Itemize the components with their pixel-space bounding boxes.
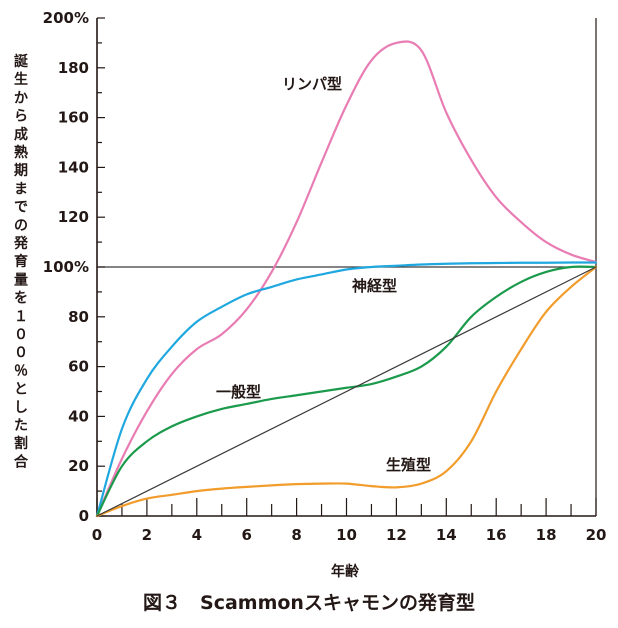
y-axis-title-char: を (14, 291, 28, 307)
series-label-neural: 神経型 (352, 277, 397, 295)
y-axis-title-char: 量 (14, 272, 28, 288)
y-axis-title-char: 生 (14, 71, 28, 88)
y-tick-label: 0 (79, 507, 89, 525)
y-tick-label: 160 (58, 109, 89, 127)
y-axis-title-char: で (14, 200, 28, 216)
x-axis-title: 年齢 (331, 563, 360, 580)
y-tick-label: 40 (68, 407, 89, 425)
x-tick-label: 0 (92, 526, 102, 544)
y-axis-title-char: の (14, 218, 28, 234)
x-tick-label: 20 (586, 526, 607, 544)
y-axis-title-char: と (14, 382, 28, 398)
y-tick-label: 180 (58, 59, 89, 77)
series-line-general (95, 265, 598, 518)
x-tick-label: 8 (291, 526, 301, 544)
x-tick-label: 16 (486, 526, 507, 544)
y-axis-title-char: 発 (13, 235, 29, 252)
y-axis-title-char: 熟 (14, 144, 28, 161)
y-axis-title-char: 育 (14, 253, 28, 270)
y-axis-title-char: ０ (14, 327, 28, 343)
y-axis-title-char: た (14, 418, 28, 434)
y-axis-title-char: 誕 (14, 53, 28, 70)
series-lines (95, 40, 598, 518)
y-tick-label: 140 (58, 158, 89, 176)
y-axis-title-char: し (14, 400, 28, 416)
y-tick-label: 60 (68, 358, 89, 376)
y-tick-label: 20 (68, 457, 89, 475)
axes: 0 20 40 60 80 100% 120 140 160 180 200% 0 2 4 6 8 10 12 14… (43, 9, 607, 544)
y-axis-title-char: ら (14, 109, 28, 125)
y-axis-title-char: 期 (14, 163, 28, 179)
x-tick-label: 2 (142, 526, 152, 544)
x-tick-label: 12 (386, 526, 407, 544)
series-label-general: 一般型 (216, 383, 261, 401)
y-axis-title-char: 割 (14, 435, 28, 452)
y-axis-title-char: ま (14, 181, 28, 197)
series-line-neural (95, 261, 598, 518)
x-tick-label: 6 (241, 526, 251, 544)
y-axis-title-char: ０ (14, 345, 28, 361)
chart-caption: 図３ Scammonスキャモンの発育型 (143, 591, 475, 614)
series-label-lymphoid: リンパ型 (282, 75, 342, 93)
y-tick-label: 200% (43, 9, 89, 27)
y-axis-title-char: １ (14, 309, 28, 325)
x-tick-label: 14 (436, 526, 457, 544)
x-tick-label: 10 (336, 526, 357, 544)
y-axis-title-char: か (14, 90, 28, 106)
series-line-genital (95, 265, 598, 518)
series-line-linear (96, 266, 597, 517)
x-tick-label: 4 (192, 526, 202, 544)
x-tick-label: 18 (536, 526, 557, 544)
y-tick-label: 80 (68, 308, 89, 326)
y-axis-title-char: ％ (14, 363, 28, 379)
series-line-lymphoid (95, 40, 598, 518)
y-axis-title-char: 合 (14, 453, 29, 470)
y-tick-label: 100% (43, 258, 89, 276)
series-label-genital: 生殖型 (386, 456, 431, 474)
y-tick-label: 120 (58, 208, 89, 226)
y-axis-title-char: 成 (14, 126, 28, 143)
